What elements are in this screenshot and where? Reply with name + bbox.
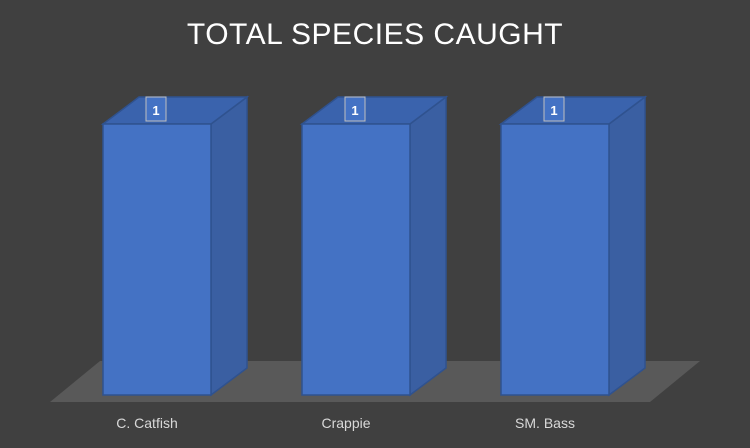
data-label: 1 [543,96,565,122]
bar-3 [498,95,648,397]
data-label-box [145,96,167,122]
data-label-box [344,96,366,122]
category-label: SM. Bass [515,415,575,431]
bar-side-face [210,95,248,397]
chart-title: TOTAL SPECIES CAUGHT [186,18,564,51]
bar-front-face [102,123,212,396]
bar-front-face [301,123,411,396]
category-label: C. Catfish [116,415,177,431]
bar-front-face [500,123,610,396]
data-label-text: 1 [152,103,159,118]
bars-layer [100,95,648,397]
data-label: 1 [344,96,366,122]
data-label-text: 1 [550,103,557,118]
labels-layer: 1 C. Catfish 1 Crappie 1 SM. Bass [116,96,575,431]
bar-2 [299,95,449,397]
data-label-box [543,96,565,122]
bar-side-face [608,95,646,397]
category-label: Crappie [321,415,370,431]
data-label-text: 1 [351,103,358,118]
bar-1 [100,95,250,397]
bar-side-face [409,95,447,397]
data-label: 1 [145,96,167,122]
